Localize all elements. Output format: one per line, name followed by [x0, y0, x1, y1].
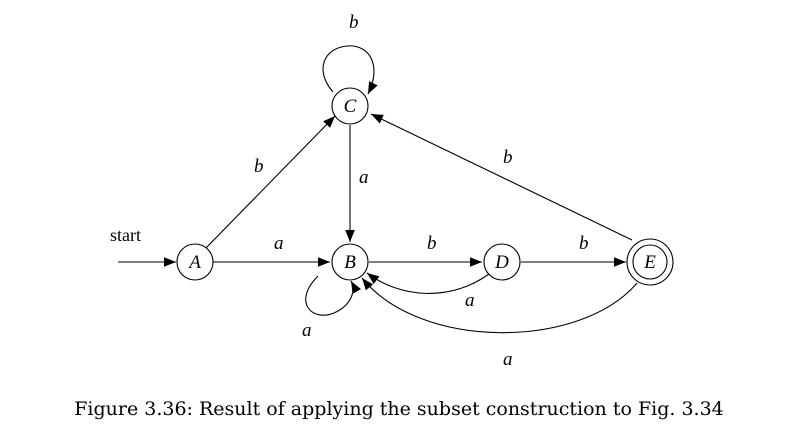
edge-a-to-b-label: a — [274, 233, 284, 254]
state-e-accepting: E — [626, 238, 674, 286]
edge-a-to-c-label: b — [254, 156, 264, 177]
edge-c-to-b-label: a — [359, 167, 369, 188]
state-d: D — [483, 243, 521, 281]
figure-caption: Figure 3.36: Result of applying the subs… — [74, 398, 724, 420]
edge-c-loop-label: b — [349, 12, 359, 33]
state-a-label: A — [187, 252, 201, 273]
edge-e-to-c-label: b — [503, 147, 513, 168]
state-a: A — [176, 243, 214, 281]
edge-c-loop — [322, 45, 378, 95]
edge-a-to-c — [204, 115, 336, 250]
state-b-label: B — [344, 252, 356, 273]
edge-b-loop-label: a — [302, 320, 312, 341]
edge-d-to-e-label: b — [579, 233, 589, 254]
edge-b-to-d-label: b — [427, 233, 437, 254]
state-e-label: E — [643, 252, 656, 273]
edge-e-to-b-label: a — [503, 349, 513, 370]
edge-e-to-c — [370, 113, 633, 241]
edge-e-to-b — [361, 277, 638, 334]
state-d-label: D — [494, 252, 509, 273]
edge-b-loop — [305, 275, 362, 316]
state-c-label: C — [344, 96, 357, 117]
start-label: start — [110, 225, 141, 245]
edge-d-to-b-label: a — [465, 290, 475, 311]
state-c: C — [331, 87, 369, 125]
state-b: B — [331, 243, 369, 281]
edge-d-to-b — [366, 272, 490, 294]
